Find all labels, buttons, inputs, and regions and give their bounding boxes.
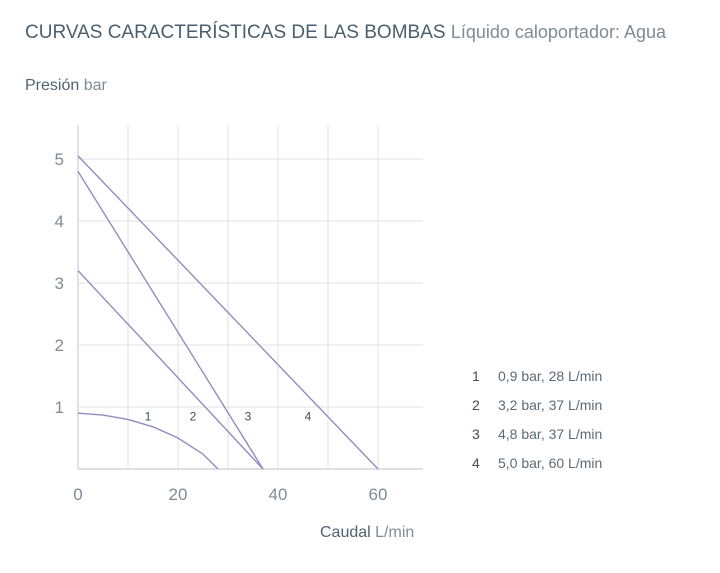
legend-item: 3 4,8 bar, 37 L/min <box>472 426 602 442</box>
legend-number: 1 <box>472 368 480 384</box>
x-tick-label: 0 <box>73 485 82 504</box>
series-line-4 <box>77 155 379 470</box>
legend-text: 4,8 bar, 37 L/min <box>498 426 603 442</box>
legend-item: 1 0,9 bar, 28 L/min <box>472 368 602 384</box>
x-tick-label: 40 <box>269 485 288 504</box>
legend-number: 2 <box>472 397 480 413</box>
x-axis-label: Caudal L/min <box>320 524 414 542</box>
legend-number: 4 <box>472 455 480 471</box>
chart-title: CURVAS CARACTERÍSTICAS DE LAS BOMBAS Líq… <box>25 22 666 44</box>
legend-item: 4 5,0 bar, 60 L/min <box>472 455 602 471</box>
legend-text: 5,0 bar, 60 L/min <box>498 455 603 471</box>
x-tick-label: 20 <box>169 485 188 504</box>
legend-text: 3,2 bar, 37 L/min <box>498 397 603 413</box>
y-tick-label: 3 <box>55 274 64 293</box>
legend-item: 2 3,2 bar, 37 L/min <box>472 397 602 413</box>
y-tick-label: 4 <box>55 212 64 231</box>
legend-text: 0,9 bar, 28 L/min <box>498 368 603 384</box>
legend-number: 3 <box>472 426 480 442</box>
series-label: 2 <box>190 409 197 423</box>
y-tick-label: 1 <box>55 398 64 417</box>
x-label-name: Caudal <box>320 524 371 541</box>
x-tick-label: 60 <box>369 485 388 504</box>
title-main: CURVAS CARACTERÍSTICAS DE LAS BOMBAS <box>25 22 446 43</box>
series-line-2 <box>77 270 264 470</box>
y-tick-label: 5 <box>55 150 64 169</box>
y-tick-label: 2 <box>55 336 64 355</box>
y-label-unit: bar <box>83 77 107 94</box>
series-line-1 <box>77 412 219 470</box>
y-axis-label: Presión bar <box>25 77 107 95</box>
title-subtitle: Líquido caloportador: Agua <box>450 22 667 42</box>
series-line-3 <box>77 171 264 470</box>
y-label-name: Presión <box>25 77 80 94</box>
x-label-unit: L/min <box>375 524 415 541</box>
series-label: 1 <box>145 409 152 423</box>
series-label: 3 <box>245 409 252 423</box>
series-label: 4 <box>305 409 312 423</box>
